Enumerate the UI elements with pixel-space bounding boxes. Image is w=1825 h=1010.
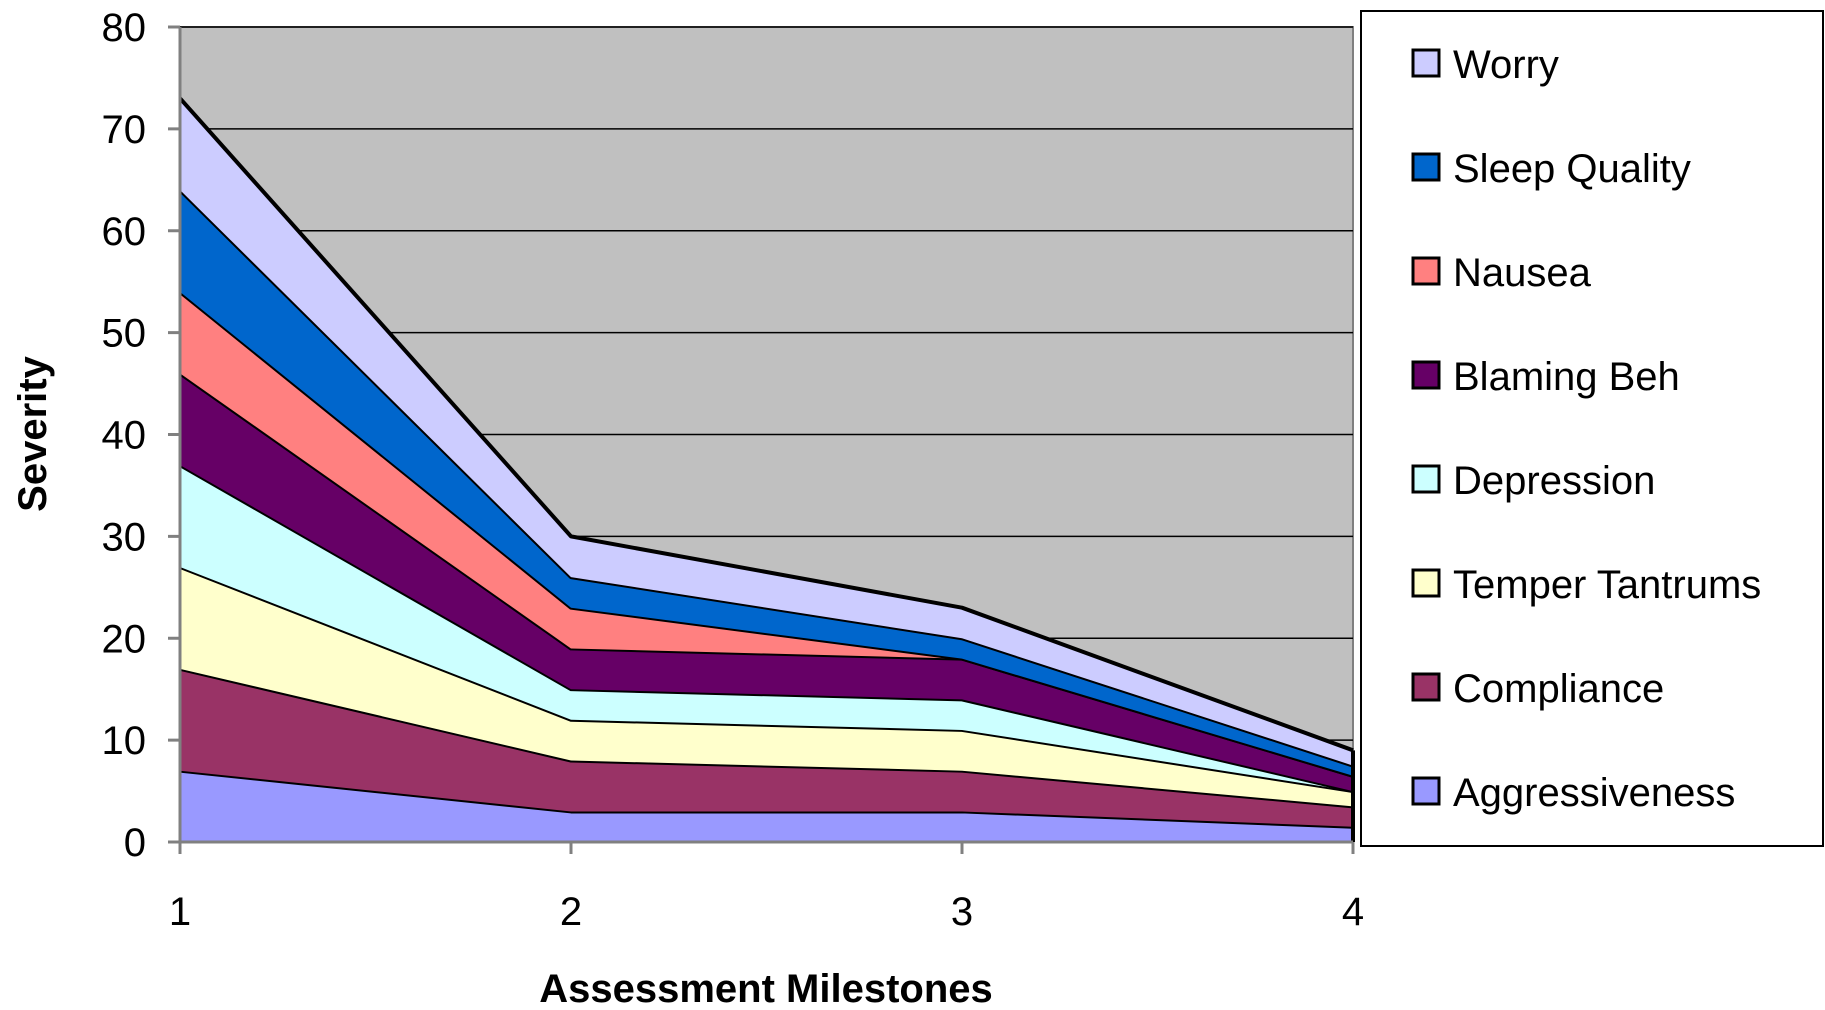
- legend-swatch-compliance: [1411, 672, 1441, 702]
- series-areas: [178, 96, 1355, 842]
- area-edge-temper-tantrums: [179, 565, 1354, 794]
- area-compliance: [180, 668, 1353, 827]
- x-tick-label: 3: [951, 890, 973, 934]
- legend-label-worry: Worry: [1453, 43, 1559, 87]
- x-axis-ticks: 1 2 3 4: [169, 842, 1364, 934]
- area-edge-worry: [178, 96, 1354, 753]
- legend-label-sleep-quality: Sleep Quality: [1453, 147, 1691, 191]
- y-tick-label: 80: [102, 6, 147, 50]
- legend-label-nausea: Nausea: [1453, 251, 1592, 295]
- legend-box: [1360, 10, 1824, 847]
- area-aggressiveness: [180, 770, 1353, 842]
- legend-swatch-temper-tantrums: [1411, 568, 1441, 598]
- legend-label-blaming-beh: Blaming Beh: [1453, 355, 1680, 399]
- legend-label-compliance: Compliance: [1453, 667, 1664, 711]
- area-nausea: [180, 291, 1353, 776]
- y-tick-label: 20: [102, 617, 147, 661]
- area-edge-depression: [179, 463, 1354, 794]
- legend-label-aggressiveness: Aggressiveness: [1453, 771, 1735, 815]
- y-tick-label: 10: [102, 719, 147, 763]
- y-axis-title: Severity: [11, 355, 55, 511]
- area-edge-compliance: [179, 666, 1354, 809]
- legend-swatch-worry: [1411, 48, 1441, 78]
- legend-swatch-depression: [1411, 464, 1441, 494]
- legend-label-depression: Depression: [1453, 459, 1655, 503]
- legend-swatch-blaming-beh: [1411, 360, 1441, 390]
- x-tick-label: 2: [560, 890, 582, 934]
- area-depression: [180, 465, 1353, 792]
- legend-swatch-sleep-quality: [1411, 152, 1441, 182]
- area-edge-aggressiveness: [179, 768, 1354, 829]
- x-tick-label: 1: [169, 890, 191, 934]
- area-blaming-beh: [180, 373, 1353, 792]
- x-axis-title: Assessment Milestones: [539, 967, 993, 1010]
- y-tick-label: 40: [102, 414, 147, 458]
- y-tick-label: 50: [102, 312, 147, 356]
- y-tick-label: 60: [102, 210, 147, 254]
- y-tick-label: 30: [102, 515, 147, 559]
- legend-swatch-aggressiveness: [1411, 776, 1441, 806]
- y-tick-label: 0: [124, 821, 146, 865]
- x-tick-label: 4: [1342, 890, 1364, 934]
- legend: Worry Sleep Quality Nausea Blaming Beh Depre…: [1360, 10, 1824, 847]
- legend-label-temper-tantrums: Temper Tantrums: [1453, 563, 1761, 607]
- y-tick-label: 70: [102, 108, 147, 152]
- legend-swatch-nausea: [1411, 256, 1441, 286]
- y-axis-ticks: 0 10 20 30 40 50 60 70 80: [102, 6, 180, 865]
